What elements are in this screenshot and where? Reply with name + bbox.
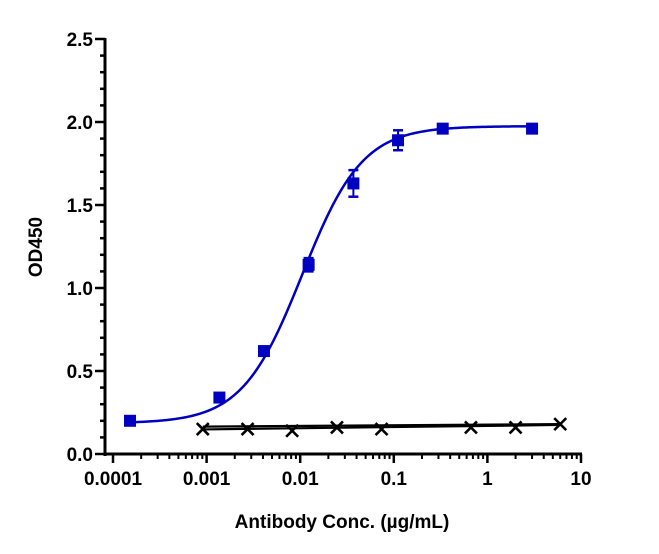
control-fit-line xyxy=(202,423,561,428)
control-fit-line xyxy=(202,423,561,431)
antibody-data-point xyxy=(392,134,405,147)
antibody-data-point xyxy=(124,414,137,427)
antibody-data-point xyxy=(213,391,226,404)
antibody-data-point xyxy=(436,122,449,135)
x-tick-label: 0.1 xyxy=(381,469,408,490)
y-axis-title: OD450 xyxy=(26,217,47,277)
y-tick-label: 0.0 xyxy=(67,445,93,466)
control-data-point xyxy=(195,422,210,437)
y-tick-label: 0.5 xyxy=(67,362,94,383)
control-data-point xyxy=(330,420,344,435)
antibody-fit-curve xyxy=(129,125,533,424)
control-data-point xyxy=(553,417,568,432)
control-data-point xyxy=(240,422,255,437)
antibody-data-point xyxy=(302,258,315,271)
x-tick-label: 0.001 xyxy=(183,469,231,490)
control-data-point xyxy=(508,420,523,435)
y-tick-label: 1.0 xyxy=(67,279,93,300)
x-tick-label: 0.0001 xyxy=(84,469,143,490)
x-tick-label: 1 xyxy=(482,469,493,490)
x-tick-label: 0.01 xyxy=(282,469,319,490)
x-tick-label: 10 xyxy=(570,469,591,490)
antibody-data-point xyxy=(257,345,270,358)
x-axis-title: Antibody Conc. (µg/mL) xyxy=(235,512,450,533)
axes: 0.0 0.5 1.0 1.5 2.0 2.5 0.0001 0.001 0.01 0.1 1 10 xyxy=(67,30,592,490)
antibody-data-point xyxy=(347,177,360,190)
series-layer xyxy=(124,122,568,438)
y-tick-label: 1.5 xyxy=(67,196,94,217)
control-data-point xyxy=(374,422,389,437)
antibody-data-point xyxy=(526,122,539,135)
control-data-point xyxy=(464,420,478,435)
y-tick-label: 2.0 xyxy=(67,113,93,134)
control-data-point xyxy=(285,423,300,438)
y-tick-label: 2.5 xyxy=(67,30,94,51)
